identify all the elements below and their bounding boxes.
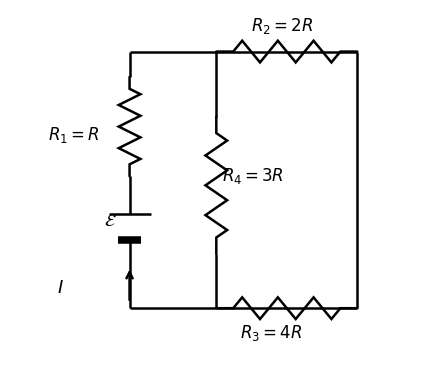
Text: $R_3 = 4R$: $R_3 = 4R$ (240, 323, 302, 344)
Text: $I$: $I$ (57, 279, 64, 297)
Text: $R_2 = 2R$: $R_2 = 2R$ (251, 16, 313, 36)
Text: $\mathcal{E}$: $\mathcal{E}$ (104, 212, 117, 230)
Text: $R_4 = 3R$: $R_4 = 3R$ (222, 166, 284, 186)
Text: $R_1 = R$: $R_1 = R$ (48, 125, 100, 145)
